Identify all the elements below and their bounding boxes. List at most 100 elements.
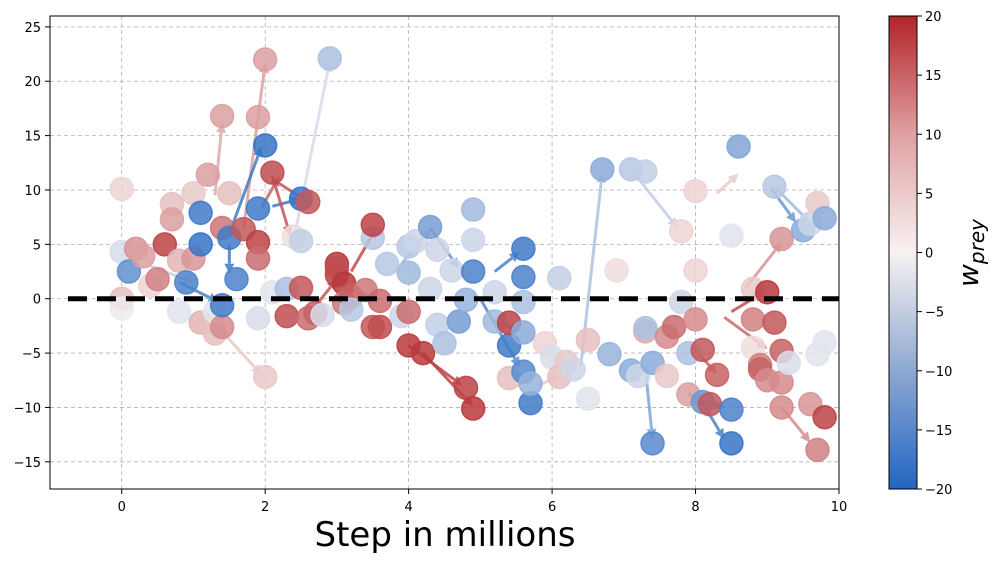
data-point xyxy=(518,371,543,396)
colorbar-tick-label: −20 xyxy=(925,483,952,498)
data-point xyxy=(762,310,787,335)
data-point xyxy=(460,227,486,253)
data-point xyxy=(668,219,694,244)
data-point xyxy=(439,258,464,283)
y-tick-label: 10 xyxy=(24,184,41,199)
arrow-shaft xyxy=(493,256,513,273)
data-point xyxy=(776,350,802,376)
colorbar xyxy=(888,15,918,490)
data-point xyxy=(704,362,730,388)
data-point xyxy=(683,307,708,332)
data-point xyxy=(360,212,386,238)
data-point xyxy=(769,395,794,420)
data-point xyxy=(633,159,658,184)
data-point xyxy=(597,341,622,367)
y-tick-label: −15 xyxy=(14,456,41,471)
arrow-shaft xyxy=(213,132,223,196)
data-point xyxy=(374,251,400,277)
data-point xyxy=(690,337,715,363)
data-point xyxy=(511,289,536,315)
y-tick-label: 20 xyxy=(24,75,41,90)
y-tick-label: −5 xyxy=(22,347,41,362)
x-tick-label: 6 xyxy=(548,500,556,515)
data-point xyxy=(245,104,271,130)
data-point xyxy=(575,386,601,411)
data-point xyxy=(252,133,278,158)
data-point xyxy=(683,258,708,283)
point-layer xyxy=(109,46,837,463)
colorbar-tick-label: 20 xyxy=(925,10,942,25)
data-point xyxy=(769,226,794,252)
arrow-shaft xyxy=(227,155,260,234)
data-point xyxy=(116,259,142,284)
colorbar-label-main: w xyxy=(952,264,985,287)
data-point xyxy=(432,331,457,356)
data-point xyxy=(812,205,837,231)
data-point xyxy=(719,223,744,248)
data-point xyxy=(453,375,479,401)
data-point xyxy=(367,314,393,340)
data-point xyxy=(697,391,723,417)
data-point xyxy=(224,266,249,292)
data-point xyxy=(317,46,342,71)
data-point xyxy=(511,236,536,261)
data-point xyxy=(590,157,615,182)
data-point xyxy=(288,228,314,254)
x-tick-label: 0 xyxy=(118,500,126,515)
data-point xyxy=(719,397,744,422)
colorbar-tick-label: −5 xyxy=(925,306,944,321)
x-tick-label: 4 xyxy=(404,500,412,515)
data-point xyxy=(130,244,156,269)
arrow-shaft xyxy=(292,71,330,240)
data-point xyxy=(245,196,271,221)
colorbar-tick-label: 5 xyxy=(925,187,933,202)
data-point xyxy=(339,297,364,322)
data-point xyxy=(425,237,450,263)
data-point xyxy=(310,302,335,328)
data-point xyxy=(547,265,572,291)
data-point xyxy=(252,47,278,72)
data-point xyxy=(109,176,134,202)
plot-frame xyxy=(49,15,840,490)
data-point xyxy=(188,200,213,226)
y-tick-label: 5 xyxy=(33,238,41,253)
data-point xyxy=(640,431,665,456)
trajectory-arrow xyxy=(716,173,739,195)
data-point xyxy=(805,437,830,463)
data-point xyxy=(166,299,192,325)
data-point xyxy=(511,264,536,290)
data-point xyxy=(209,314,235,340)
data-point xyxy=(188,232,213,257)
data-point xyxy=(252,364,278,390)
colorbar-label-sub: prey xyxy=(965,218,989,265)
data-point xyxy=(288,275,314,301)
data-point xyxy=(195,162,221,188)
data-point xyxy=(561,357,586,382)
data-point xyxy=(683,178,708,204)
data-point xyxy=(174,270,199,295)
arrow-head xyxy=(727,173,739,185)
data-point xyxy=(145,266,170,292)
data-point xyxy=(460,197,486,222)
colorbar-ticks: −20 −15 −10 −5 0 5 10 15 20 xyxy=(917,10,952,498)
y-tick-label: 15 xyxy=(24,130,41,145)
data-point xyxy=(260,160,285,185)
data-point xyxy=(654,363,680,389)
y-tick-label: 0 xyxy=(33,293,41,308)
x-axis-label: Step in millions xyxy=(315,515,576,555)
x-tick-label: 8 xyxy=(691,500,699,515)
colorbar-tick-label: −10 xyxy=(925,365,952,380)
data-point xyxy=(575,327,601,353)
data-point xyxy=(396,299,421,325)
colorbar-tick-label: 10 xyxy=(925,128,942,143)
data-point xyxy=(661,314,687,340)
data-point xyxy=(274,303,299,329)
colorbar-tick-label: −15 xyxy=(925,424,952,439)
y-tick-label: −10 xyxy=(14,401,41,416)
data-point xyxy=(726,134,751,159)
x-tick-label: 2 xyxy=(261,500,269,515)
data-point xyxy=(152,232,178,257)
data-point xyxy=(812,404,837,430)
data-point xyxy=(217,180,242,206)
